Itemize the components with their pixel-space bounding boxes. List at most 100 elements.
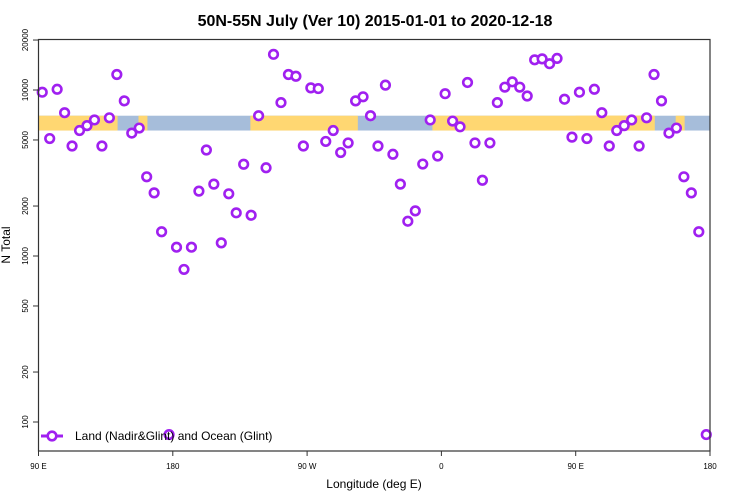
data-point: [170, 241, 183, 253]
land-segment: [138, 115, 148, 131]
land-segment: [432, 115, 654, 131]
data-point: [432, 150, 444, 162]
data-point: [44, 132, 56, 145]
data-point: [454, 121, 466, 133]
data-point: [335, 146, 347, 159]
data-point: [59, 107, 71, 119]
x-tick-label: 90 W: [298, 462, 317, 471]
data-point: [267, 48, 280, 60]
data-point: [36, 86, 48, 98]
data-point: [514, 81, 526, 93]
data-point: [51, 83, 63, 95]
land-segment: [250, 115, 358, 131]
data-point: [618, 120, 630, 132]
data-point: [96, 140, 108, 152]
data-point: [633, 140, 645, 152]
data-point: [685, 187, 697, 199]
data-point: [573, 86, 586, 98]
data-point: [163, 428, 175, 441]
data-point: [312, 82, 324, 95]
data-points: [36, 48, 712, 441]
x-tick-label: 180: [703, 462, 717, 471]
data-point: [342, 137, 354, 149]
data-point: [536, 53, 548, 65]
data-point: [558, 93, 571, 105]
data-point: [88, 114, 101, 126]
y-tick-label: 20000: [21, 28, 30, 51]
data-point: [484, 137, 496, 149]
y-tick-label: 500: [21, 299, 30, 313]
y-tick-label: 1000: [21, 247, 30, 265]
data-point: [290, 70, 302, 82]
legend-label: Land (Nadir&Glint) and Ocean (Glint): [75, 429, 272, 443]
data-point: [357, 91, 369, 103]
land-segment: [675, 115, 685, 131]
data-point: [596, 107, 608, 119]
data-point: [327, 124, 339, 137]
data-point: [588, 83, 600, 95]
y-tick-label: 100: [21, 415, 30, 429]
data-point: [394, 178, 406, 190]
data-point: [670, 122, 683, 134]
data-point: [611, 124, 623, 137]
data-point: [491, 96, 503, 109]
data-point: [603, 140, 615, 152]
data-point: [402, 215, 414, 227]
y-tick-label: 5000: [21, 131, 30, 149]
data-point: [499, 81, 511, 93]
data-point: [320, 135, 332, 148]
data-point: [260, 162, 272, 174]
data-point: [215, 237, 227, 249]
chart-title: 50N-55N July (Ver 10) 2015-01-01 to 2020…: [198, 13, 553, 30]
data-point: [566, 131, 578, 143]
data-point: [118, 95, 130, 107]
data-point: [133, 122, 145, 134]
x-axis-label: Longitude (deg E): [326, 477, 421, 491]
data-point: [141, 171, 153, 183]
data-point: [297, 140, 309, 152]
data-point: [73, 124, 86, 137]
legend: Land (Nadir&Glint) and Ocean (Glint): [41, 429, 272, 443]
x-tick-label: 90 E: [567, 462, 583, 471]
data-point: [678, 171, 690, 183]
data-point: [379, 79, 392, 91]
data-point: [626, 114, 638, 126]
data-point: [103, 112, 115, 124]
data-point: [446, 115, 459, 127]
y-tick-label: 200: [21, 365, 30, 379]
data-point: [551, 52, 563, 65]
data-point: [230, 207, 242, 219]
data-point: [275, 96, 287, 109]
y-axis: 100 200 500 1000 2000 5000 10000 20000: [21, 28, 39, 429]
data-point: [245, 209, 257, 221]
legend-marker: [46, 430, 58, 442]
data-point: [126, 127, 138, 139]
data-point: [178, 263, 190, 276]
data-point: [364, 110, 377, 122]
data-point: [655, 95, 668, 107]
data-point: [409, 205, 421, 217]
data-point: [156, 226, 168, 238]
data-point: [700, 428, 712, 441]
data-point: [81, 120, 93, 132]
data-point: [693, 226, 705, 238]
plot-frame: [37, 38, 711, 452]
y-axis-label: N Total: [0, 226, 13, 263]
data-point: [461, 76, 474, 89]
data-point: [469, 137, 481, 149]
x-tick-label: 90 E: [30, 462, 46, 471]
data-point: [111, 68, 123, 81]
data-point: [581, 132, 593, 145]
data-point: [148, 187, 160, 199]
surface-band: [38, 115, 710, 131]
data-point: [372, 140, 384, 152]
data-point: [66, 140, 78, 152]
x-tick-label: 180: [166, 462, 180, 471]
data-point: [208, 178, 220, 190]
x-tick-label: 0: [439, 462, 444, 471]
data-point: [185, 241, 198, 253]
x-axis: 90 E 180 90 W 0 90 E 180: [30, 451, 717, 471]
y-tick-label: 2000: [21, 197, 30, 215]
data-point: [424, 114, 436, 126]
